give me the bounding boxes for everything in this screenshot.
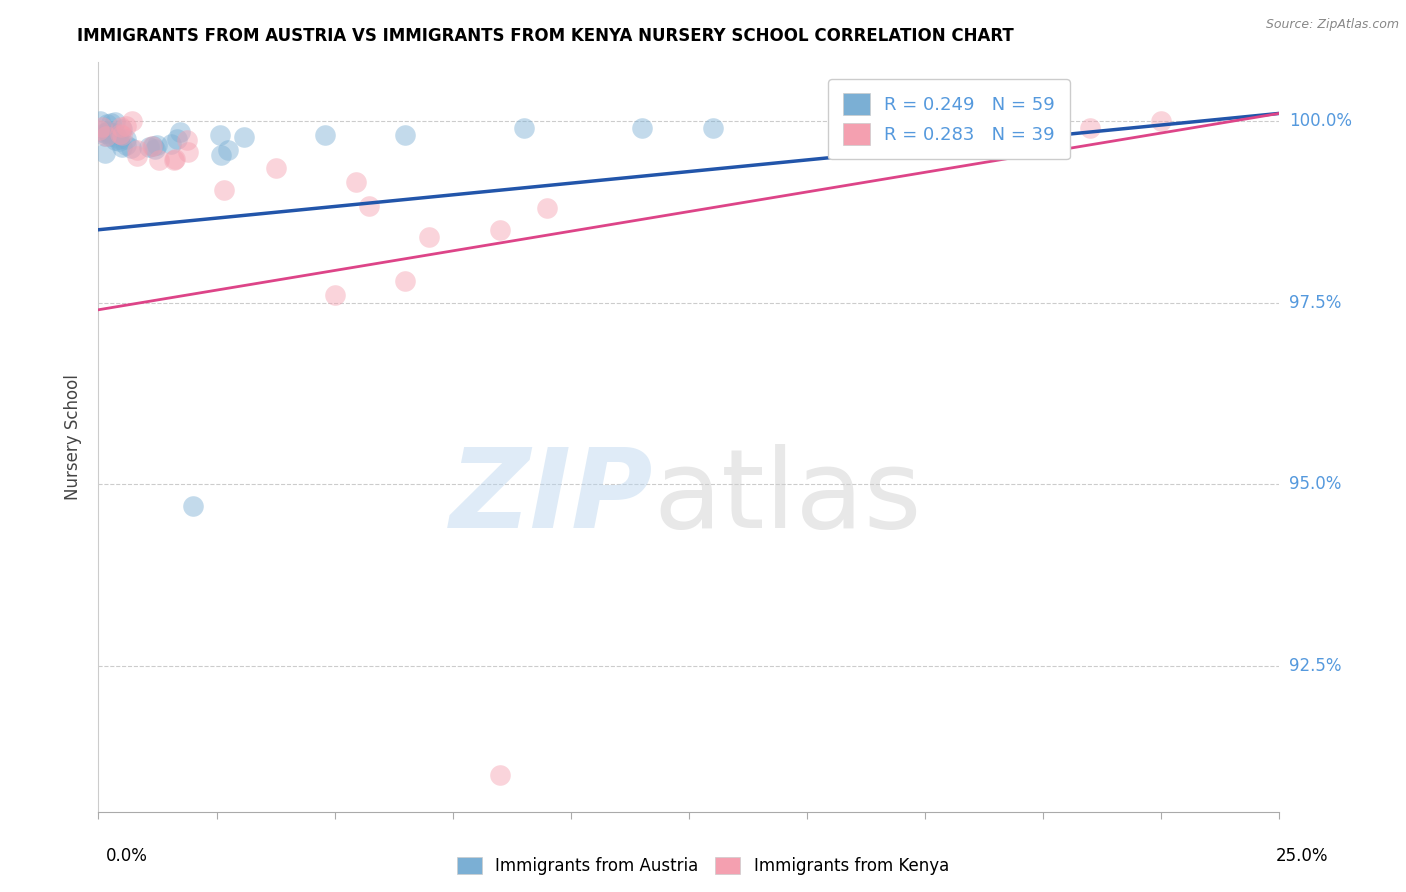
Point xyxy=(344,175,367,189)
Point xyxy=(1080,120,1102,135)
Point xyxy=(145,137,167,152)
Point xyxy=(110,120,132,135)
Text: 100.0%: 100.0% xyxy=(1289,112,1353,129)
Point xyxy=(166,132,188,146)
Point xyxy=(141,138,163,153)
Point xyxy=(232,130,254,145)
Point xyxy=(217,143,239,157)
Point xyxy=(97,127,120,141)
Point xyxy=(115,132,138,146)
Point xyxy=(121,113,143,128)
Point xyxy=(94,126,117,140)
Point xyxy=(94,128,117,143)
Point xyxy=(489,223,512,237)
Text: ZIP: ZIP xyxy=(450,443,654,550)
Point xyxy=(209,147,232,161)
Point xyxy=(97,124,120,138)
Text: 25.0%: 25.0% xyxy=(1277,847,1329,865)
Text: Source: ZipAtlas.com: Source: ZipAtlas.com xyxy=(1265,18,1399,31)
Point xyxy=(111,128,134,142)
Point xyxy=(120,141,142,155)
Point xyxy=(209,128,232,142)
Point xyxy=(110,121,132,136)
Point xyxy=(176,133,198,147)
Point xyxy=(160,137,183,152)
Point xyxy=(489,768,512,782)
Point xyxy=(104,126,127,140)
Point xyxy=(98,128,121,143)
Point xyxy=(94,146,117,161)
Point xyxy=(1008,120,1031,135)
Point xyxy=(138,140,160,154)
Point xyxy=(394,128,416,143)
Point xyxy=(125,143,148,157)
Point xyxy=(125,148,148,162)
Point xyxy=(114,119,136,133)
Point xyxy=(104,133,127,147)
Point xyxy=(177,145,200,159)
Text: 92.5%: 92.5% xyxy=(1289,657,1341,675)
Legend: R = 0.249   N = 59, R = 0.283   N = 39: R = 0.249 N = 59, R = 0.283 N = 39 xyxy=(828,79,1070,159)
Point xyxy=(630,120,652,135)
Point xyxy=(536,201,558,215)
Point xyxy=(314,128,336,143)
Point xyxy=(143,143,166,157)
Point xyxy=(107,132,129,146)
Point xyxy=(87,122,110,136)
Point xyxy=(181,499,204,513)
Point xyxy=(114,137,136,152)
Point xyxy=(212,182,235,196)
Point xyxy=(1150,113,1173,128)
Point xyxy=(104,115,127,129)
Point xyxy=(394,274,416,288)
Point xyxy=(359,199,381,213)
Point xyxy=(100,116,122,130)
Point xyxy=(148,153,170,167)
Text: 0.0%: 0.0% xyxy=(105,847,148,865)
Point xyxy=(89,114,111,128)
Point xyxy=(418,230,440,244)
Point xyxy=(108,127,131,141)
Point xyxy=(111,140,134,154)
Text: atlas: atlas xyxy=(654,443,922,550)
Point xyxy=(163,152,186,166)
Point xyxy=(97,124,120,138)
Text: IMMIGRANTS FROM AUSTRIA VS IMMIGRANTS FROM KENYA NURSERY SCHOOL CORRELATION CHAR: IMMIGRANTS FROM AUSTRIA VS IMMIGRANTS FR… xyxy=(77,27,1014,45)
Point xyxy=(107,134,129,148)
Y-axis label: Nursery School: Nursery School xyxy=(63,374,82,500)
Point xyxy=(94,128,117,143)
Point xyxy=(97,125,120,139)
Point xyxy=(93,126,115,140)
Point xyxy=(142,139,165,153)
Point xyxy=(104,130,127,145)
Point xyxy=(169,126,191,140)
Point xyxy=(264,161,287,176)
Text: 97.5%: 97.5% xyxy=(1289,293,1341,311)
Point xyxy=(512,120,534,135)
Point xyxy=(163,153,186,168)
Point xyxy=(96,117,118,131)
Point xyxy=(702,120,724,135)
Text: 95.0%: 95.0% xyxy=(1289,475,1341,493)
Point xyxy=(323,288,346,302)
Point xyxy=(91,120,114,134)
Legend: Immigrants from Austria, Immigrants from Kenya: Immigrants from Austria, Immigrants from… xyxy=(449,849,957,884)
